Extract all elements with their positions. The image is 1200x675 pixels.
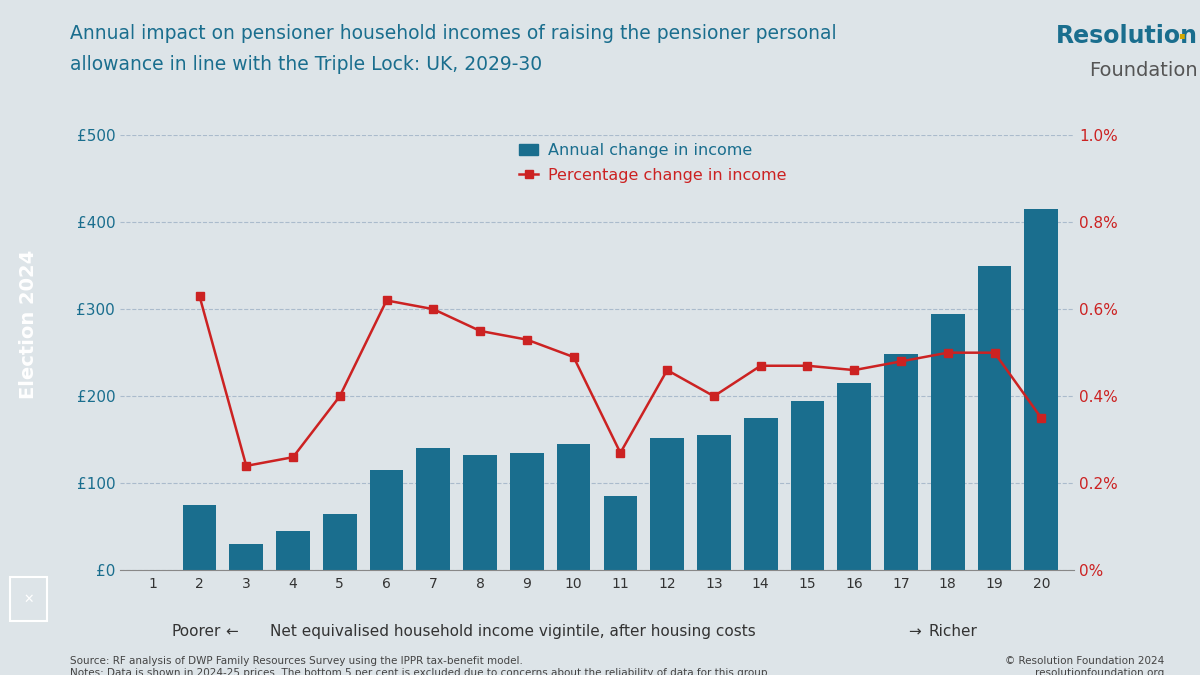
Bar: [463, 456, 497, 570]
Bar: [744, 418, 778, 570]
Bar: [838, 383, 871, 570]
Bar: [978, 266, 1012, 570]
Bar: [791, 400, 824, 570]
Text: →: →: [908, 624, 922, 639]
Bar: [1025, 209, 1058, 570]
Bar: [370, 470, 403, 570]
Bar: [276, 531, 310, 570]
Bar: [884, 354, 918, 570]
Text: Foundation: Foundation: [1090, 61, 1199, 80]
Bar: [182, 505, 216, 570]
Text: © Resolution Foundation 2024
resolutionfoundation.org: © Resolution Foundation 2024 resolutionf…: [1004, 656, 1164, 675]
Text: Richer: Richer: [929, 624, 978, 639]
Bar: [323, 514, 356, 570]
Bar: [510, 453, 544, 570]
Text: ←: ←: [226, 624, 239, 639]
Bar: [604, 496, 637, 570]
Text: Election 2024: Election 2024: [19, 249, 38, 399]
Text: allowance in line with the Triple Lock: UK, 2029-30: allowance in line with the Triple Lock: …: [70, 55, 541, 74]
Bar: [229, 544, 263, 570]
Bar: [697, 435, 731, 570]
Text: ✕: ✕: [24, 593, 34, 605]
Text: Poorer: Poorer: [172, 624, 221, 639]
Text: ·: ·: [1176, 24, 1187, 51]
Text: Net equivalised household income vigintile, after housing costs: Net equivalised household income viginti…: [270, 624, 756, 639]
Legend: Annual change in income, Percentage change in income: Annual change in income, Percentage chan…: [520, 143, 786, 182]
Bar: [650, 438, 684, 570]
Bar: [931, 313, 965, 570]
Text: Resolution: Resolution: [1056, 24, 1198, 48]
Bar: [557, 444, 590, 570]
Bar: [416, 448, 450, 570]
Text: Source: RF analysis of DWP Family Resources Survey using the IPPR tax-benefit mo: Source: RF analysis of DWP Family Resour…: [70, 656, 770, 675]
Text: Annual impact on pensioner household incomes of raising the pensioner personal: Annual impact on pensioner household inc…: [70, 24, 836, 43]
